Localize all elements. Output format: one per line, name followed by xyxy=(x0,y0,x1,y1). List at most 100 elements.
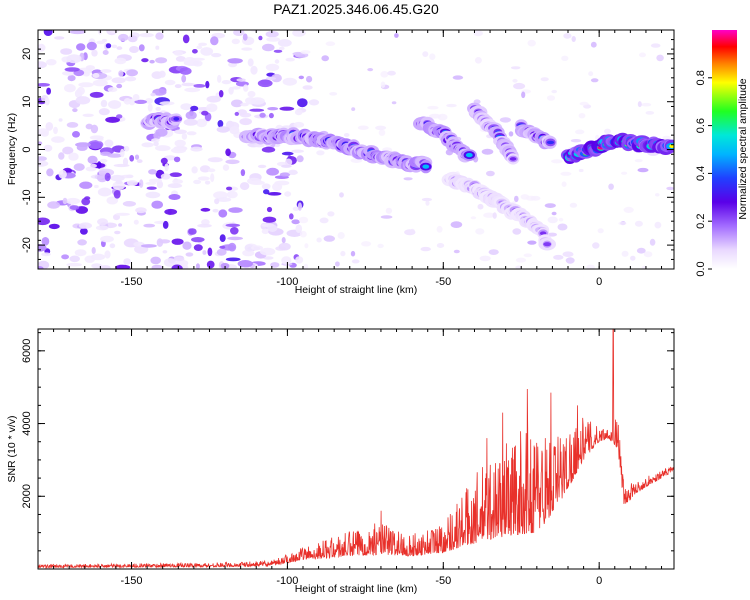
spectral-blob xyxy=(590,78,599,83)
colorbar-tick-label: 0.6 xyxy=(695,118,707,133)
ridge-core xyxy=(546,140,555,145)
spectral-blob xyxy=(261,228,270,235)
spectral-blob xyxy=(649,238,656,246)
spectral-blob xyxy=(298,216,309,224)
spectrogram-x-ticks: -150 -100 -50 0 xyxy=(53,30,663,288)
spectral-blob xyxy=(171,264,183,269)
spectral-blob xyxy=(92,79,108,87)
spectral-blob xyxy=(281,256,292,265)
colorbar-tick-label: 0.4 xyxy=(695,166,707,181)
spectral-blob xyxy=(116,83,123,89)
spectral-blob xyxy=(185,111,197,120)
spectral-blob xyxy=(521,91,526,99)
spectral-blob xyxy=(268,112,274,119)
spectral-blob xyxy=(113,163,130,168)
spectral-blob xyxy=(281,151,294,156)
spectral-blob xyxy=(547,216,558,224)
spectrogram-cells xyxy=(38,30,674,269)
spectral-blob xyxy=(475,228,485,235)
spectral-blob xyxy=(90,124,99,134)
spectral-blob xyxy=(409,228,415,235)
spectral-blob xyxy=(279,106,295,111)
spectral-blob xyxy=(240,169,246,177)
spectral-blob xyxy=(186,131,197,136)
spectral-blob xyxy=(325,41,336,46)
spectral-blob xyxy=(242,249,255,257)
spectral-blob xyxy=(66,262,82,267)
spectral-blob xyxy=(321,55,330,62)
spectral-blob xyxy=(206,103,218,112)
snr-y-ticks: 2000 4000 6000 xyxy=(21,332,674,570)
spectral-blob xyxy=(124,76,137,82)
spectral-blob xyxy=(299,230,307,238)
spectral-blob xyxy=(262,216,277,223)
spectral-blob xyxy=(62,146,74,155)
spectral-blob xyxy=(231,86,241,90)
spectral-blob xyxy=(329,92,338,96)
spectral-blob xyxy=(225,223,241,227)
spectral-blob xyxy=(207,157,223,163)
spectral-blob xyxy=(190,105,199,112)
spectral-blob xyxy=(164,155,177,161)
spectral-blob xyxy=(89,135,104,140)
spectral-blob xyxy=(38,217,50,226)
spectral-blob xyxy=(515,257,527,263)
spectral-blob xyxy=(510,66,521,70)
spectral-blob xyxy=(608,183,614,190)
spectral-blob xyxy=(621,250,629,257)
spectral-blob xyxy=(295,256,304,264)
spectral-blob xyxy=(249,180,265,185)
spectral-blob xyxy=(289,213,294,220)
spectral-blob xyxy=(210,36,219,46)
spectral-blob xyxy=(123,145,130,152)
spectral-blob xyxy=(181,82,195,87)
spectral-blob xyxy=(234,111,239,116)
spectral-blob xyxy=(281,237,286,244)
spectral-blob xyxy=(204,180,211,185)
spectral-blob xyxy=(335,261,340,267)
y-tick-label: -10 xyxy=(21,189,33,205)
spectral-blob xyxy=(222,164,230,171)
ridge-core xyxy=(669,144,674,149)
spectral-blob xyxy=(143,223,156,228)
spectral-blob xyxy=(78,82,94,88)
spectral-blob xyxy=(53,126,58,135)
spectral-blob xyxy=(263,256,274,260)
spectral-blob xyxy=(114,230,121,235)
spectral-blob xyxy=(643,251,653,258)
spectral-blob xyxy=(436,243,445,248)
spectral-blob xyxy=(639,52,646,58)
spectral-blob xyxy=(563,33,572,39)
spectral-blob xyxy=(200,47,214,56)
spectral-blob xyxy=(650,43,661,48)
spectral-blob xyxy=(473,30,484,37)
spectral-blob xyxy=(110,174,125,182)
spectral-blob xyxy=(94,184,99,189)
snr-x-label: Height of straight line (km) xyxy=(295,583,418,595)
spectral-blob xyxy=(115,212,130,216)
spectral-blob xyxy=(216,197,232,203)
spectral-blob xyxy=(118,70,124,77)
spectral-blob xyxy=(181,133,188,140)
spectral-blob xyxy=(135,207,147,214)
spectral-blob xyxy=(155,145,171,152)
spectral-blob xyxy=(84,196,91,200)
spectral-blob xyxy=(316,237,322,243)
spectral-blob xyxy=(323,235,335,242)
spectral-blob xyxy=(99,158,108,163)
ridge-core xyxy=(509,157,517,161)
spectral-blob xyxy=(156,238,164,247)
spectral-blob xyxy=(151,264,163,269)
spectral-blob xyxy=(98,108,110,116)
spectral-blob xyxy=(91,263,103,269)
spectral-blob xyxy=(488,249,499,256)
colorbar-tick-label: 0.8 xyxy=(695,70,707,85)
spectral-blob xyxy=(243,84,249,92)
spectral-blob xyxy=(239,112,252,118)
spectral-blob xyxy=(207,168,216,173)
spectral-blob xyxy=(141,142,154,148)
spectral-blob xyxy=(58,169,67,179)
spectral-blob xyxy=(100,69,112,73)
spectral-blob xyxy=(597,228,604,234)
spectral-blob xyxy=(316,150,325,156)
